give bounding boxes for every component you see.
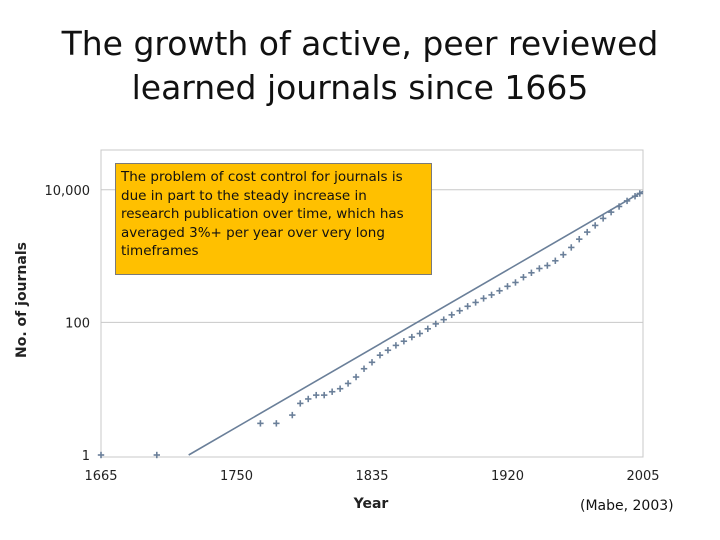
data-point bbox=[576, 235, 583, 243]
data-point bbox=[607, 208, 615, 216]
data-point bbox=[552, 257, 559, 264]
y-tick-label: 1 bbox=[82, 449, 90, 464]
data-point bbox=[472, 299, 479, 306]
x-tick-label: 1920 bbox=[491, 469, 524, 484]
title-line-1: The growth of active, peer reviewed bbox=[61, 24, 659, 63]
y-tick-label: 100 bbox=[65, 316, 90, 331]
data-point bbox=[528, 269, 535, 276]
data-point bbox=[615, 203, 623, 210]
data-point bbox=[257, 420, 264, 427]
data-point bbox=[536, 265, 543, 272]
data-point bbox=[631, 193, 639, 200]
data-point bbox=[297, 400, 304, 407]
data-point bbox=[400, 338, 408, 345]
x-tick-label: 2005 bbox=[626, 469, 659, 484]
x-axis-label: Year bbox=[353, 496, 389, 512]
data-point bbox=[504, 283, 511, 290]
plot-frame bbox=[100, 149, 644, 458]
data-point bbox=[328, 388, 336, 395]
data-point bbox=[464, 303, 471, 310]
data-point bbox=[424, 325, 431, 333]
data-point bbox=[360, 365, 368, 372]
data-point bbox=[97, 451, 105, 459]
trend-line bbox=[188, 190, 644, 456]
y-axis-label: No. of journals bbox=[14, 242, 30, 358]
data-point bbox=[416, 330, 424, 337]
data-point bbox=[568, 244, 575, 251]
data-point bbox=[320, 391, 328, 399]
data-point bbox=[488, 291, 495, 299]
data-point bbox=[623, 197, 631, 205]
x-tick-label: 1750 bbox=[220, 469, 253, 484]
data-point bbox=[408, 333, 416, 341]
data-point bbox=[384, 347, 392, 354]
data-point bbox=[344, 380, 352, 387]
data-point bbox=[305, 395, 312, 403]
title-line-2: learned journals since 1665 bbox=[131, 68, 589, 107]
data-point bbox=[636, 190, 644, 197]
data-point bbox=[392, 342, 400, 349]
data-point bbox=[591, 222, 599, 229]
x-tick-label: 1835 bbox=[355, 469, 388, 484]
x-tick-label: 1665 bbox=[84, 469, 117, 484]
data-point bbox=[599, 215, 607, 222]
data-point bbox=[544, 262, 551, 269]
data-point bbox=[440, 316, 447, 323]
data-point bbox=[273, 420, 280, 427]
data-point bbox=[368, 359, 376, 366]
data-point bbox=[313, 391, 320, 399]
data-point bbox=[432, 320, 439, 328]
data-point bbox=[153, 451, 160, 459]
data-point bbox=[520, 274, 527, 281]
data-point bbox=[352, 373, 360, 381]
slide-title: The growth of active, peer reviewed lear… bbox=[0, 22, 720, 110]
data-point bbox=[512, 279, 519, 286]
data-point bbox=[480, 295, 487, 302]
data-point bbox=[448, 311, 455, 319]
data-point bbox=[584, 228, 591, 236]
data-point bbox=[376, 352, 384, 359]
y-tick-label: 10,000 bbox=[45, 184, 91, 199]
data-point bbox=[289, 411, 296, 419]
citation: (Mabe, 2003) bbox=[580, 498, 674, 514]
data-point bbox=[456, 307, 463, 314]
data-point bbox=[496, 287, 503, 294]
callout-box: The problem of cost control for journals… bbox=[115, 163, 432, 275]
data-point bbox=[336, 385, 344, 392]
data-point bbox=[560, 251, 567, 258]
